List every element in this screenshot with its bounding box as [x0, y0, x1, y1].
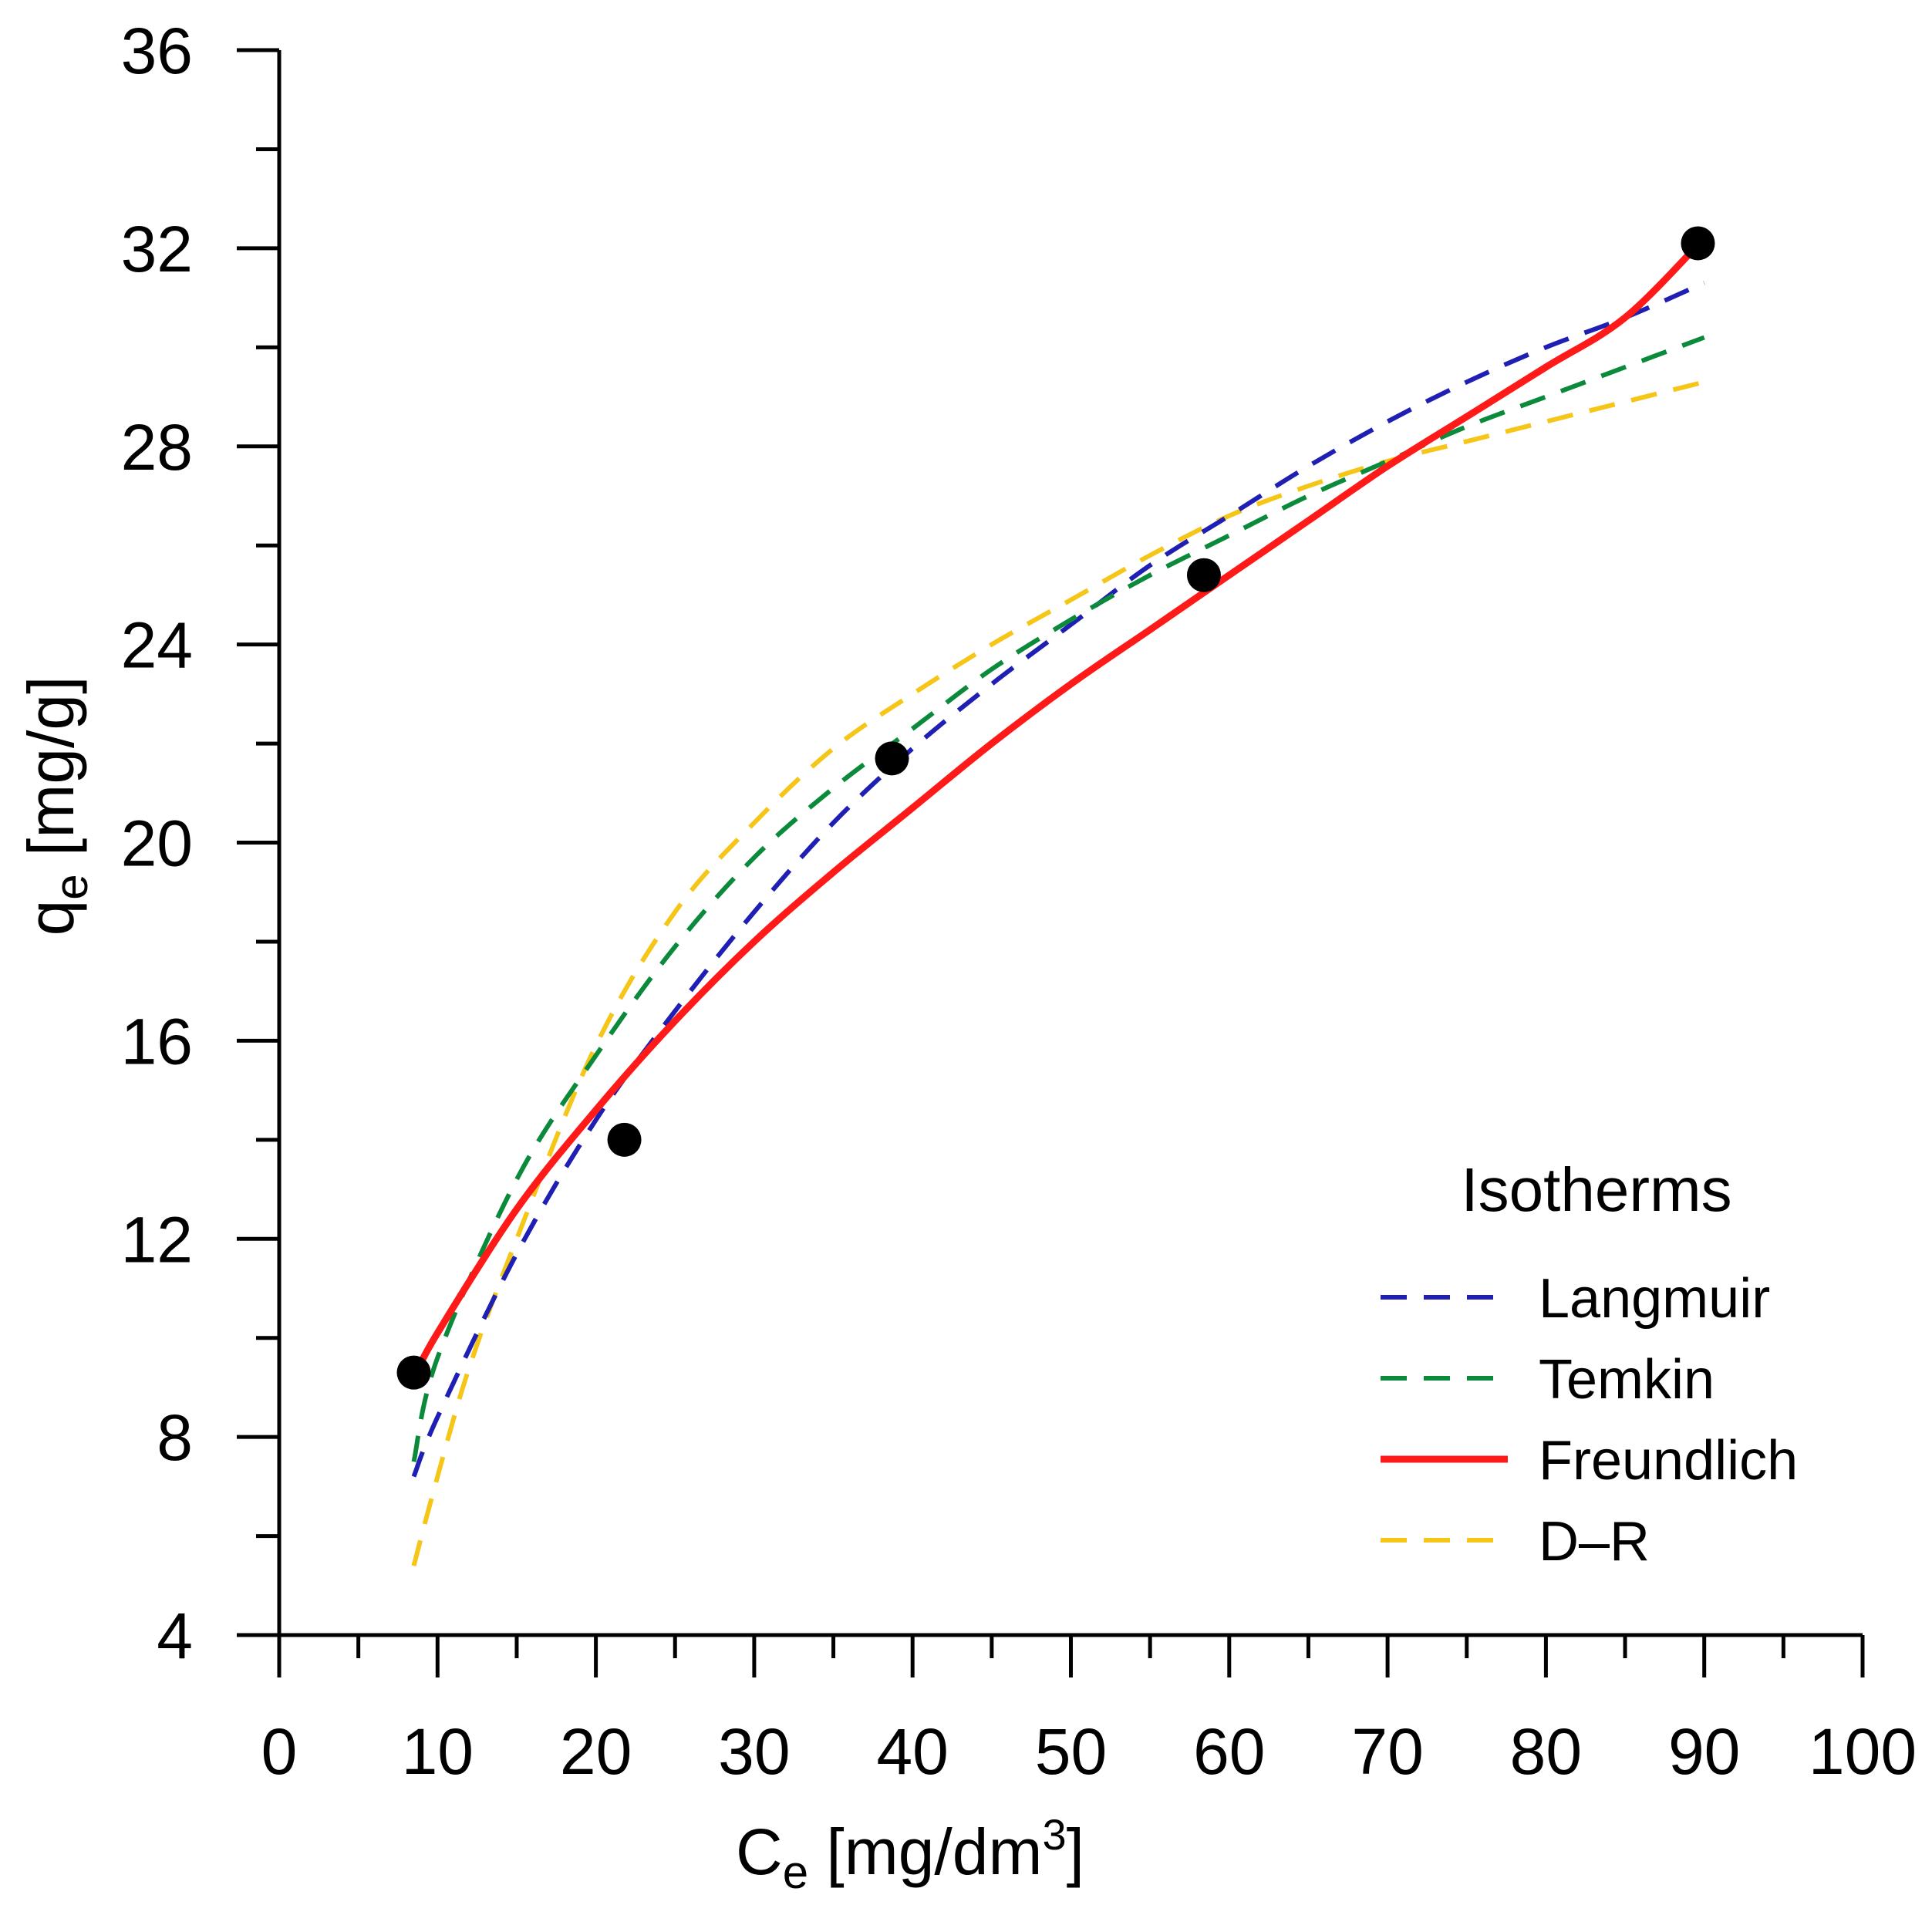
y-tick-label: 20	[121, 808, 193, 880]
data-point	[1681, 226, 1715, 261]
y-label-main: q	[15, 900, 87, 936]
x-tick-label: 30	[718, 1715, 790, 1788]
data-point	[875, 741, 909, 776]
x-axis-label: Ce [mg/dm3]	[736, 1810, 1084, 1898]
x-tick-label: 100	[1809, 1715, 1917, 1788]
x-label-close: ]	[1067, 1816, 1084, 1888]
axes	[277, 50, 1863, 1637]
y-tick-label: 24	[121, 609, 193, 682]
x-tick-label: 60	[1193, 1715, 1265, 1788]
series-line-freundlich	[410, 235, 1707, 1380]
y-tick-label: 8	[157, 1401, 193, 1474]
series-lines	[410, 235, 1707, 1566]
data-point	[607, 1122, 642, 1157]
x-tick-label: 0	[261, 1715, 298, 1788]
series-line-d-r	[411, 379, 1705, 1566]
legend-label-freundlich: Freundlich	[1539, 1430, 1798, 1492]
data-point	[396, 1355, 431, 1390]
x-tick-label: 90	[1668, 1715, 1740, 1788]
legend-label-temkin: Temkin	[1539, 1349, 1715, 1411]
legend-label-d-r: D–R	[1539, 1511, 1650, 1573]
x-tick-label: 20	[560, 1715, 632, 1788]
experimental-points	[396, 226, 1715, 1390]
x-tick-label: 40	[876, 1715, 948, 1788]
tick-labels: 0 10 20 30 40 50 60 70 80 90 100 4 8 12 16 20 24 28 32 36	[121, 15, 1917, 1788]
y-tick-label: 4	[157, 1600, 193, 1672]
y-tick-label: 28	[121, 411, 193, 484]
tick-marks	[237, 48, 1865, 1677]
series-line-temkin	[411, 335, 1705, 1462]
y-tick-label: 16	[121, 1005, 193, 1077]
y-tick-label: 32	[121, 213, 193, 285]
legend: Isotherms Langmuir Temkin Freundlich D–R	[1381, 1155, 1798, 1573]
x-tick-label: 10	[402, 1715, 474, 1788]
legend-title: Isotherms	[1461, 1155, 1731, 1224]
x-label-main: C	[736, 1816, 783, 1888]
x-tick-label: 70	[1351, 1715, 1423, 1788]
x-tick-label: 50	[1035, 1715, 1107, 1788]
legend-label-langmuir: Langmuir	[1539, 1268, 1770, 1330]
y-axis-label: qe [mg/g]	[15, 676, 97, 936]
y-tick-label: 12	[121, 1203, 193, 1276]
y-tick-label: 36	[121, 15, 193, 87]
y-label-sub: e	[46, 874, 97, 899]
y-label-unit: [mg/g]	[15, 676, 87, 875]
legend-items: Langmuir Temkin Freundlich D–R	[1381, 1268, 1798, 1573]
data-point	[1186, 558, 1221, 592]
x-label-unit: [mg/dm	[808, 1816, 1042, 1888]
x-tick-label: 80	[1510, 1715, 1582, 1788]
x-label-sub: e	[783, 1846, 808, 1898]
x-label-sup: 3	[1042, 1810, 1066, 1859]
series-line-langmuir	[411, 281, 1705, 1478]
